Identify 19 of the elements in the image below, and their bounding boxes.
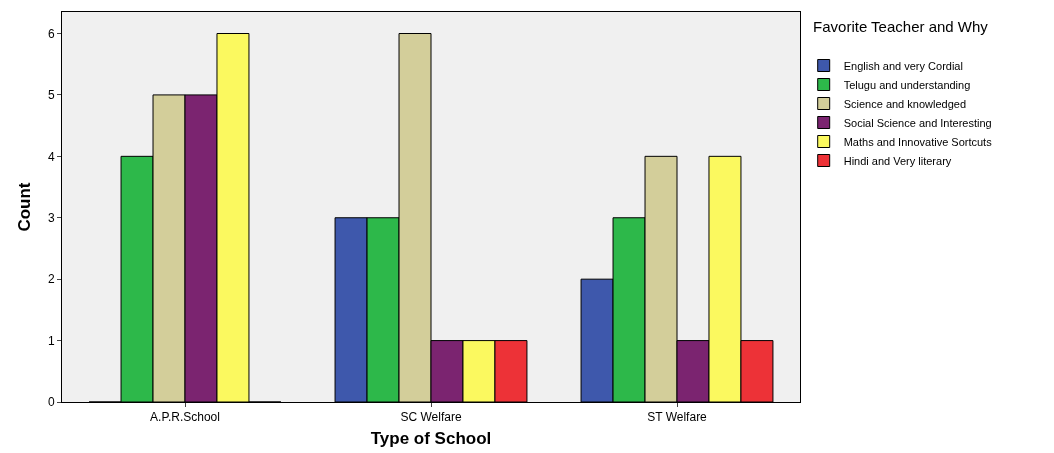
legend-label: Social Science and Interesting — [843, 116, 992, 129]
y-tick-label: 6 — [47, 26, 55, 41]
y-tick-label: 5 — [47, 88, 55, 103]
x-tick-label: SC Welfare — [400, 410, 462, 425]
legend-label: Hindi and Very literary — [843, 154, 952, 167]
legend-label: English and very Cordial — [843, 59, 963, 72]
legend-label: Science and knowledged — [843, 97, 966, 110]
legend-title: Favorite Teacher and Why — [813, 17, 989, 35]
x-tick-label: ST Welfare — [647, 410, 708, 425]
legend-label: Telugu and understanding — [843, 78, 971, 91]
y-tick-label: 2 — [47, 272, 55, 287]
y-tick-label: 1 — [47, 333, 55, 348]
y-tick-label: 0 — [47, 395, 55, 410]
y-tick-label: 4 — [47, 149, 55, 164]
y-tick-label: 3 — [47, 210, 55, 225]
x-axis-title: Type of School — [370, 428, 492, 448]
x-tick-label: A.P.R.School — [150, 410, 220, 425]
legend-label: Maths and Innovative Sortcuts — [843, 135, 993, 148]
y-axis-title: Count — [15, 182, 35, 232]
